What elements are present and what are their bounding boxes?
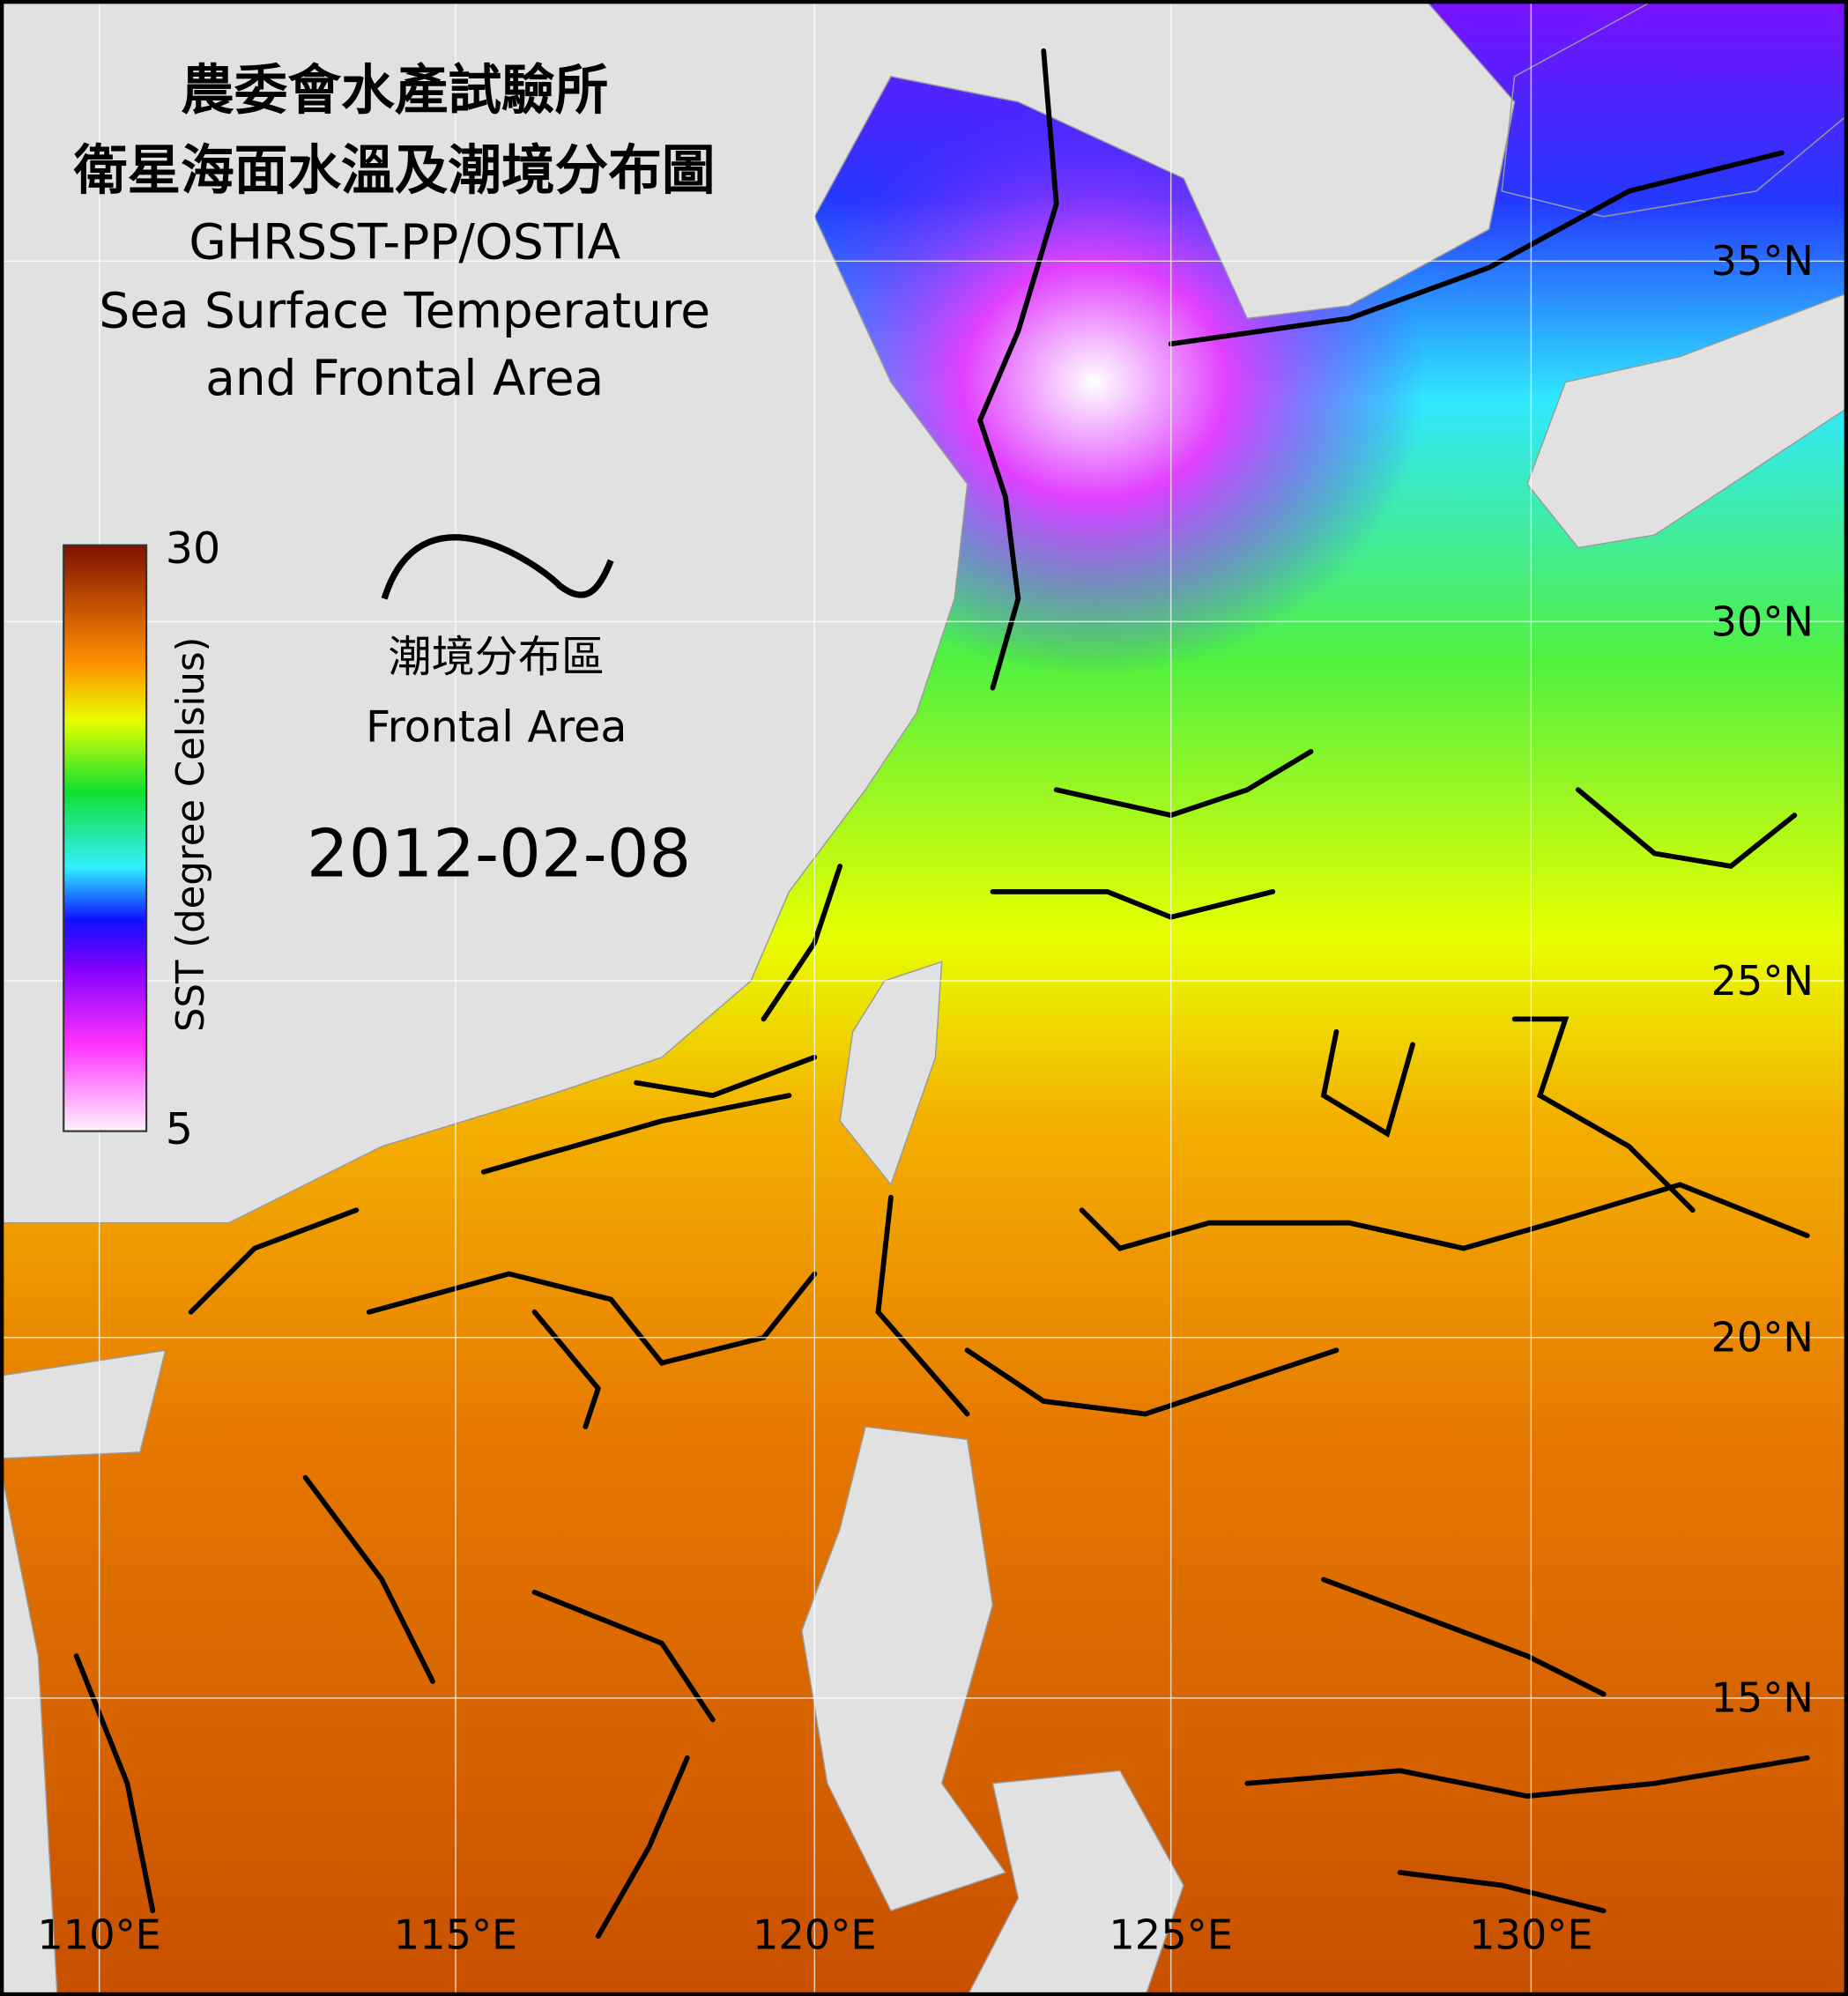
colorbar-max: 30 [166, 523, 220, 574]
land-taiwan [839, 961, 943, 1186]
lat-labels: 35°N 30°N 25°N 20°N 15°N [1711, 237, 1814, 1722]
land-china [0, 0, 1516, 1224]
colorbar-label: SST (degree Celsius) [169, 637, 213, 1032]
date: 2012-02-08 [307, 814, 691, 892]
land-visayas [966, 1770, 1184, 1996]
title-line: 農委會水產試驗所 [181, 60, 608, 122]
lat-label: 25°N [1711, 957, 1814, 1005]
legend-symbol [381, 534, 614, 600]
lat-label: 15°N [1711, 1674, 1814, 1722]
colorbar [63, 544, 148, 1132]
land-luzon [801, 1426, 1007, 1912]
lat-label: 20°N [1711, 1314, 1814, 1362]
land-japan [1526, 292, 1848, 549]
lon-label: 110°E [37, 1911, 160, 1959]
lon-label: 120°E [753, 1911, 876, 1959]
title-line: GHRSST-PP/OSTIA [189, 213, 620, 270]
lon-labels: 110°E 115°E 120°E 125°E 130°E [37, 1911, 1592, 1959]
legend-label: 潮境分布區 [389, 631, 605, 682]
colorbar-min: 5 [166, 1103, 193, 1154]
lat-label: 30°N [1711, 597, 1814, 645]
lon-label: 115°E [394, 1911, 517, 1959]
title-line: and Frontal Area [205, 350, 604, 406]
title-block: 農委會水產試驗所 衛星海面水溫及潮境分布圖 GHRSST-PP/OSTIA Se… [73, 60, 716, 406]
land-indochina [0, 1465, 58, 1996]
lon-label: 125°E [1109, 1911, 1232, 1959]
title-line: Sea Surface Temperature [99, 282, 710, 338]
legend-label: Frontal Area [366, 701, 627, 752]
lat-label: 35°N [1711, 237, 1814, 285]
land-hainan [0, 1349, 167, 1459]
title-line: 衛星海面水溫及潮境分布圖 [73, 140, 716, 202]
lon-label: 130°E [1469, 1911, 1592, 1959]
